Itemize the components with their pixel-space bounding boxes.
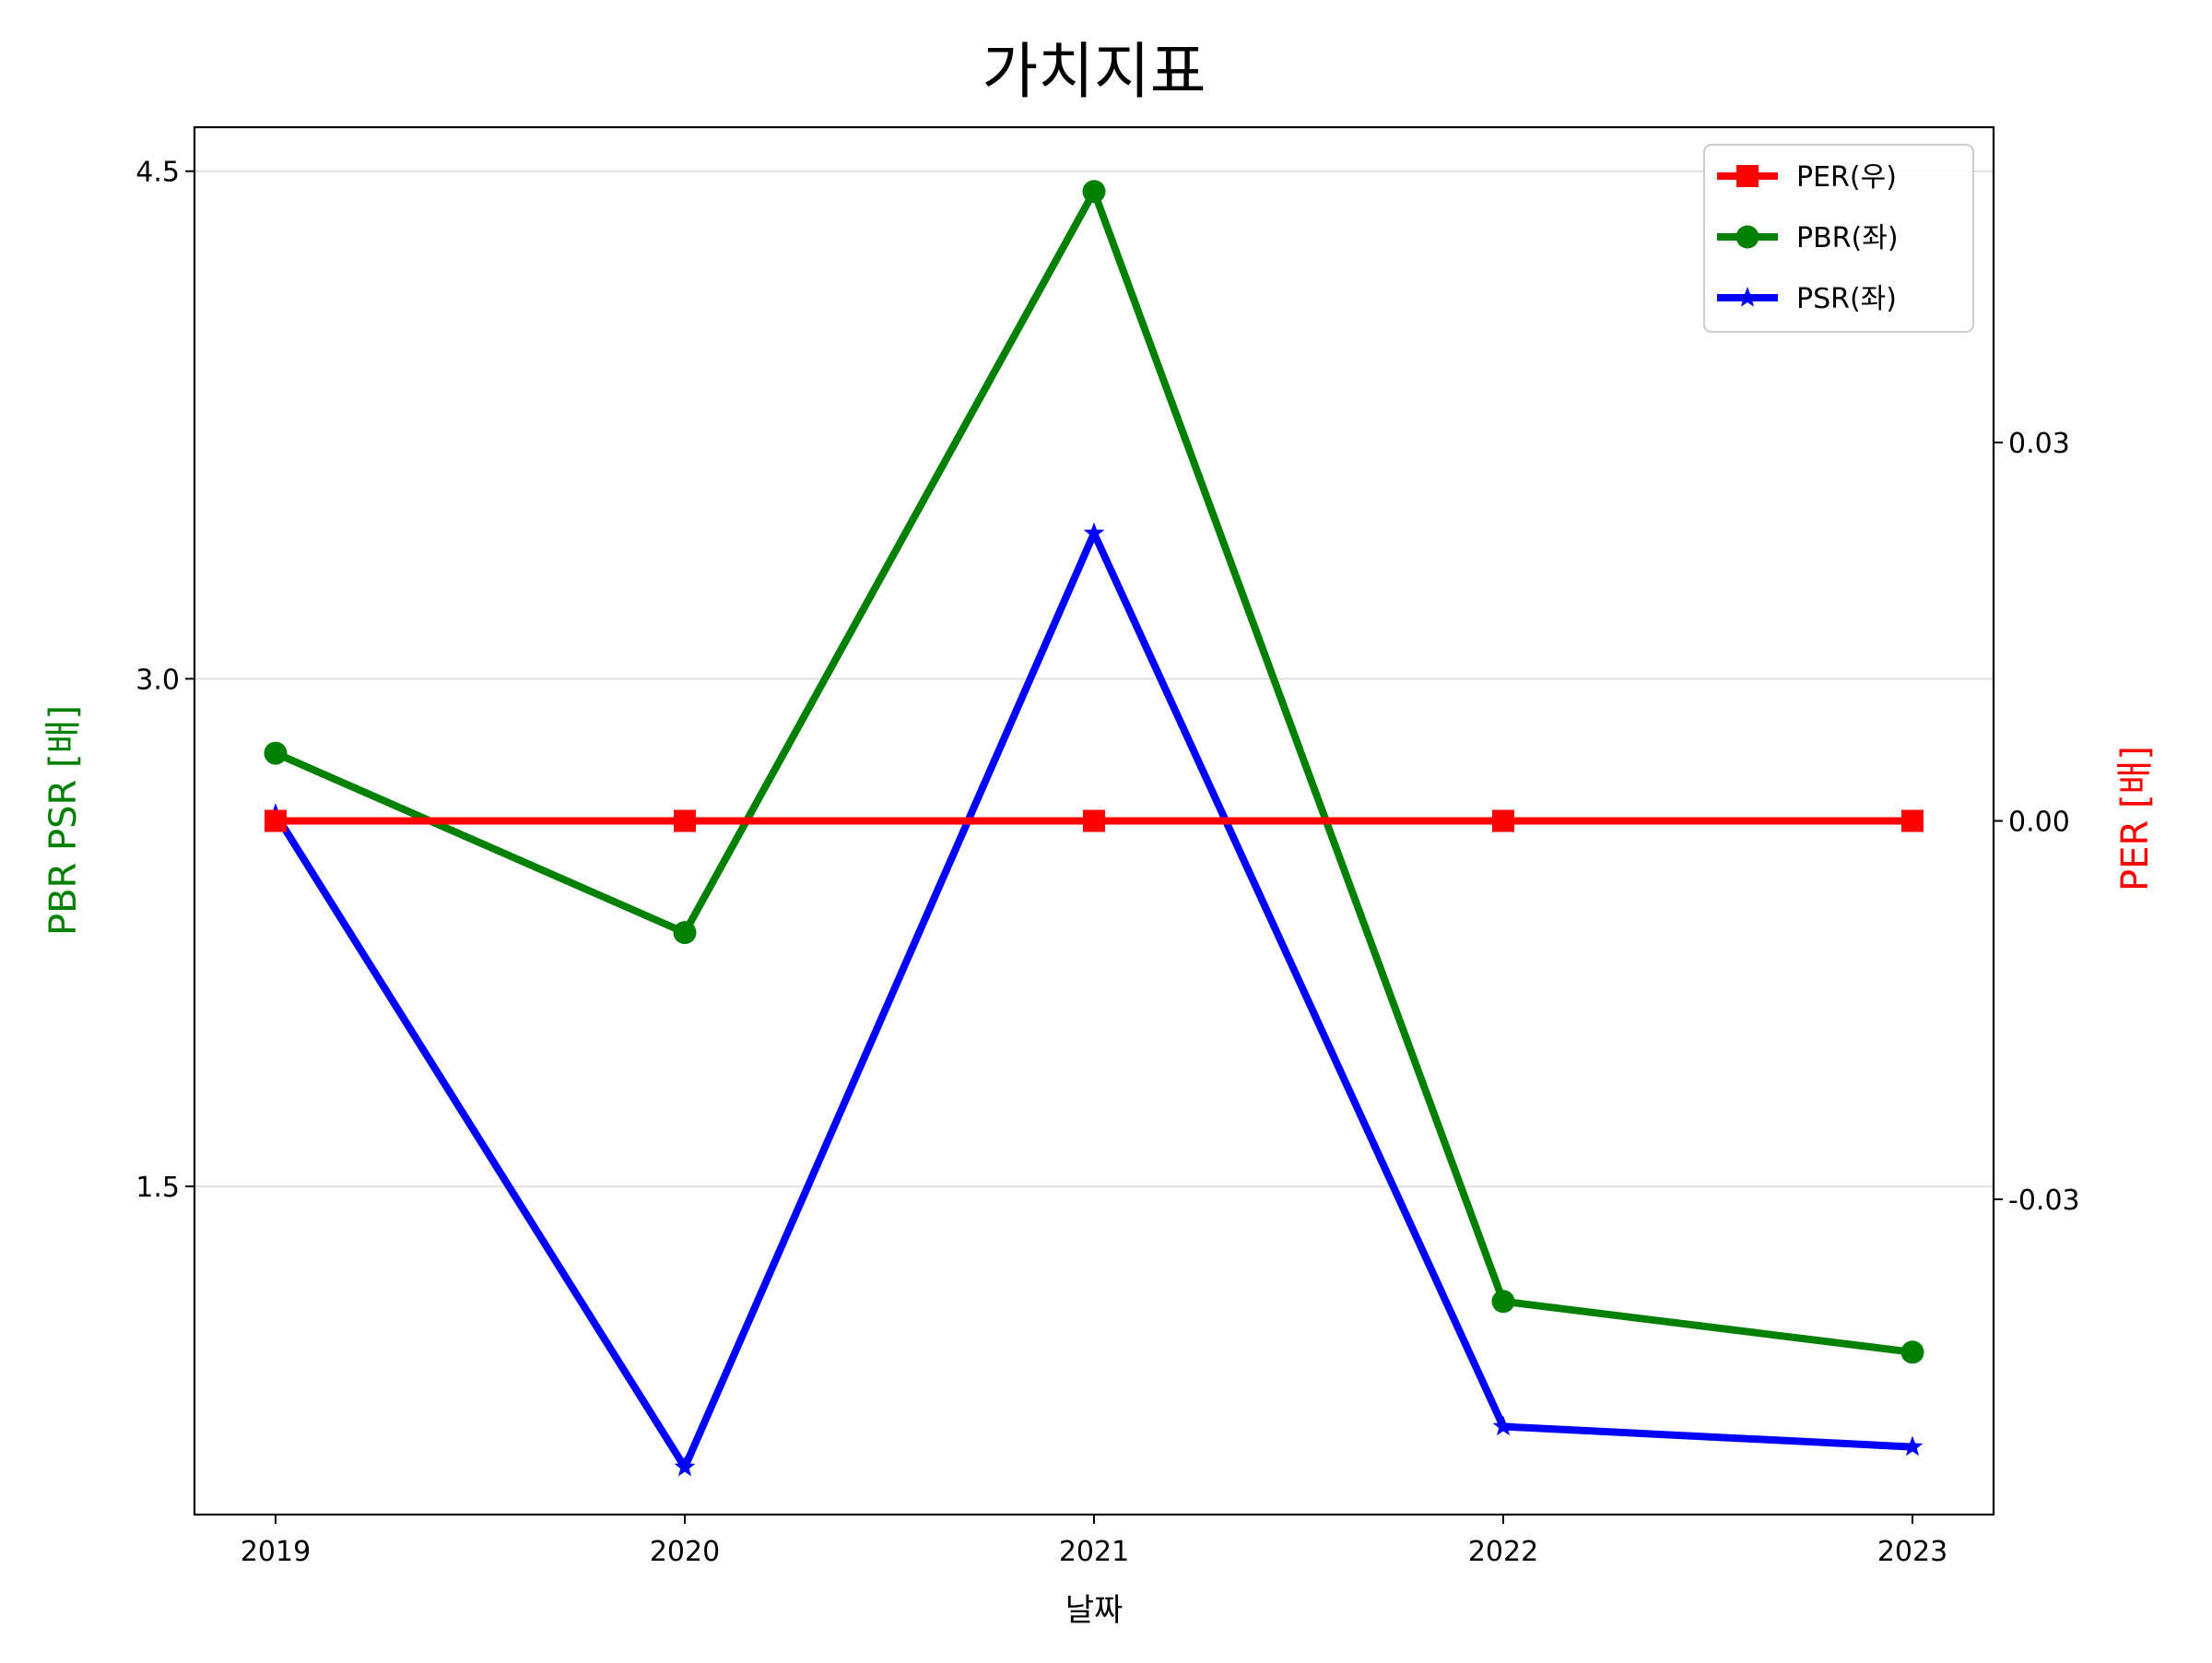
- legend-box: [1703, 144, 1974, 333]
- left-axis-tick-label: 1.5: [135, 1172, 180, 1204]
- left-axis-tick-label: 3.0: [135, 664, 180, 696]
- right-axis-tick-label: 0.00: [2008, 807, 2070, 839]
- x-axis-tick-label: 2020: [650, 1536, 720, 1568]
- psr-data-point: [1083, 522, 1105, 543]
- right-axis-tick-label: -0.03: [2008, 1185, 2080, 1217]
- x-axis-tick-label: 2022: [1468, 1536, 1538, 1568]
- grid-lines: [194, 170, 1994, 1187]
- pbr-data-point: [1082, 180, 1106, 204]
- psr-data-point: [674, 1456, 696, 1477]
- legend-psr-marker: [1736, 287, 1759, 307]
- axes: 1.5 3.0 4.5 -0.03 0.00 0.03 2019 2020 2021 2022 20…: [135, 157, 2079, 1568]
- x-axis-tick-label: 2021: [1059, 1536, 1129, 1568]
- pbr-data-point: [1491, 1290, 1515, 1314]
- pbr-data-point: [264, 741, 288, 765]
- x-axis-tick-label: 2019: [241, 1536, 311, 1568]
- per-data-point: [1901, 809, 1924, 832]
- legend-psr-label: PSR(좌): [1796, 283, 1897, 315]
- right-axis-label: PER [배]: [2114, 746, 2157, 891]
- legend-pbr-label: PBR(좌): [1796, 222, 1899, 254]
- per-data-point: [1083, 809, 1105, 832]
- pbr-data-point: [673, 921, 697, 945]
- chart-title: 가치지표: [982, 36, 1206, 107]
- legend-per-label: PER(우): [1796, 161, 1897, 194]
- psr-data-point: [1901, 1435, 1924, 1457]
- left-axis-label: PBR PSR [배]: [42, 705, 85, 936]
- legend-pbr-marker: [1735, 225, 1759, 249]
- per-data-point: [1492, 809, 1514, 832]
- legend: PER(우) PBR(좌) PSR(좌): [1703, 144, 1974, 333]
- per-data-point: [674, 809, 696, 832]
- pbr-data-point: [1900, 1340, 1924, 1364]
- psr-data-point: [1492, 1415, 1514, 1436]
- x-axis-tick-label: 2023: [1877, 1536, 1947, 1568]
- per-data-point: [265, 809, 287, 832]
- left-axis-tick-label: 4.5: [135, 157, 180, 189]
- legend-per-marker: [1736, 165, 1759, 187]
- series-layer: [264, 180, 1924, 1477]
- right-axis-tick-label: 0.03: [2008, 428, 2070, 460]
- x-axis-label: 날짜: [1065, 1592, 1124, 1629]
